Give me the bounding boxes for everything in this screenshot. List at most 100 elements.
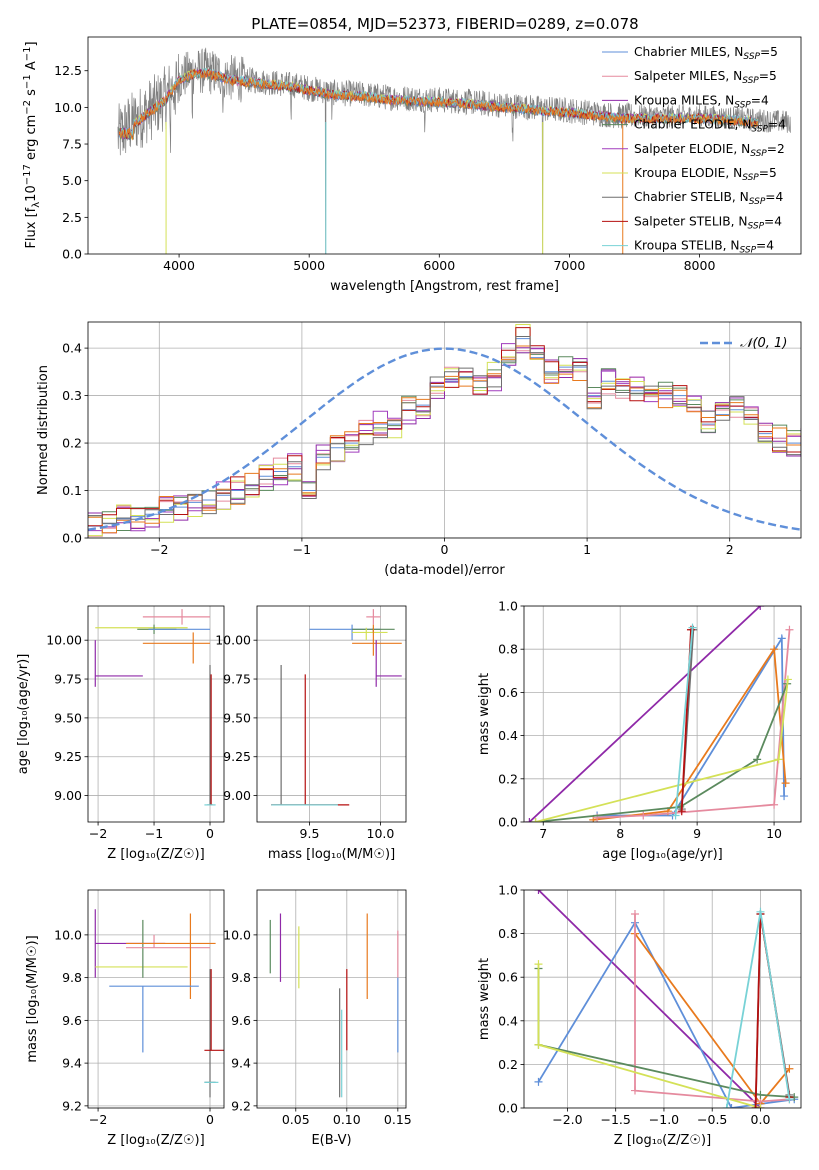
legend-sub: SSP (742, 76, 759, 86)
y-tick-label: 0.6 (498, 970, 518, 985)
x-axis-label: (data-model)/error (384, 563, 505, 578)
y-tick-label: 10.00 (46, 633, 82, 648)
axes-border (523, 889, 802, 1109)
weight-line-kroupa-miles (537, 890, 762, 1108)
x-tick-label: 0.15 (384, 1112, 412, 1127)
x-tick-label: 5000 (293, 258, 325, 273)
y-tick-label: 10.0 (54, 927, 82, 942)
legend-label: Chabrier STELIB, N (634, 190, 749, 204)
y-tick-label: 10.0 (223, 927, 251, 942)
weight-marker (785, 625, 794, 634)
weight-marker (727, 1104, 736, 1108)
histogram-step-kroupa-elodie (88, 324, 801, 537)
legend-entry: Chabrier ELODIE, NSSP=4 (634, 118, 786, 135)
legend-label: Salpeter ELODIE, N (634, 142, 750, 156)
legend-value: =4 (765, 190, 783, 204)
x-tick-label: 2 (726, 542, 734, 557)
plot-area (88, 606, 224, 822)
plot-area (88, 322, 801, 538)
y-tick-label: 0.0 (62, 247, 82, 262)
y-tick-label: 0.1 (62, 483, 82, 498)
grid (257, 890, 406, 1108)
y-tick-label: 0.4 (498, 1013, 518, 1028)
weight-marker (751, 1104, 760, 1108)
axes-border (256, 889, 407, 1109)
weight-marker (688, 623, 697, 632)
weight-marker (780, 792, 789, 801)
y-tick-label: 9.4 (62, 1056, 82, 1071)
figure-title: PLATE=0854, MJD=52373, FIBERID=0289, z=0… (251, 15, 638, 33)
y-tick-label: 0.0 (62, 531, 82, 546)
y-tick-label: 9.4 (231, 1056, 251, 1071)
y-label-part: −1 (22, 74, 33, 89)
x-tick-label: 10.0 (367, 826, 395, 841)
grid (257, 606, 406, 822)
y-label-part: Flux [f (24, 207, 39, 248)
weight-marker (534, 1077, 543, 1086)
axes-border (523, 605, 802, 823)
y-tick-label: 9.75 (54, 672, 82, 687)
y-tick-label: 0.4 (62, 341, 82, 356)
legend-entry: Salpeter STELIB, NSSP=4 (634, 214, 782, 231)
y-tick-label: 9.50 (223, 710, 251, 725)
y-tick-label: 9.75 (223, 672, 251, 687)
weight-marker (781, 779, 790, 788)
mass-vs-ebv-panel: 0.05 0.10 0.15 9.2 9.4 9.6 9.8 10.0 E(B-V) (223, 889, 412, 1148)
y-label-part: −1 (22, 47, 33, 62)
legend-label: Salpeter STELIB, N (634, 214, 747, 228)
y-tick-label: 0.3 (62, 388, 82, 403)
y-tick-label: 0.0 (498, 1101, 518, 1116)
y-tick-label: 0.2 (498, 1057, 518, 1072)
mass-vs-metallicity-panel: −2 0 9.2 9.4 9.6 9.8 10.0 Z [log₁₀(Z/Z☉)] mass [… (25, 889, 225, 1148)
y-tick-label: 2.5 (62, 210, 82, 225)
y-label-part: −2 (22, 100, 33, 115)
weight-line-kroupa-elodie (535, 679, 789, 822)
y-tick-label: 0.8 (498, 642, 518, 657)
weight-marker (677, 807, 686, 816)
y-tick-label: 9.6 (62, 1013, 82, 1028)
plot-area (524, 606, 801, 822)
plot-area (257, 890, 406, 1108)
weight-marker (671, 811, 680, 820)
y-tick-label: 0.6 (498, 685, 518, 700)
y-tick-label: 9.6 (231, 1013, 251, 1028)
weight-marker (785, 1064, 794, 1073)
grid (88, 606, 224, 822)
x-tick-label: 8 (616, 826, 624, 841)
legend-entry: Chabrier STELIB, NSSP=4 (634, 190, 783, 207)
weight-line-chabrier-elodie (535, 683, 789, 822)
axes-border (87, 605, 225, 823)
x-tick-label: 9.5 (300, 826, 320, 841)
x-tick-label: 0 (206, 826, 214, 841)
y-tick-label: 10.00 (215, 633, 251, 648)
legend-label-gaussian: 𝒩(0, 1) (740, 336, 787, 351)
weight-line-kroupa-elodie (537, 964, 761, 1108)
legend-sub: SSP (743, 52, 760, 62)
x-tick-label: 0 (206, 1112, 214, 1127)
y-tick-label: 0.2 (498, 771, 518, 786)
y-axis-label: mass weight (477, 958, 492, 1040)
x-tick-label: −1 (293, 542, 311, 557)
weight-marker (783, 675, 792, 684)
weight-marker (770, 800, 779, 809)
x-axis-label: mass [log₁₀(M/M☉)] (268, 847, 395, 862)
weight-marker (534, 1040, 543, 1049)
y-tick-label: 9.00 (223, 788, 251, 803)
weight-line-kroupa-miles (528, 606, 761, 822)
weight-marker (722, 1104, 731, 1108)
x-tick-label: 0.10 (333, 1112, 361, 1127)
y-tick-label: 7.5 (62, 137, 82, 152)
weight-marker (525, 818, 534, 822)
legend-label: Kroupa STELIB, N (634, 239, 740, 253)
plot-area (117, 47, 791, 254)
y-tick-label: 1.0 (498, 599, 518, 614)
weight-marker (774, 755, 783, 764)
y-label-part: s (24, 89, 39, 100)
legend-entry: Kroupa STELIB, NSSP=4 (634, 239, 774, 256)
y-tick-label: 0.0 (498, 815, 518, 830)
residual-histogram-panel: −2 −1 0 1 2 0.0 0.1 0.2 0.3 0.4 (data-model)/error… (36, 321, 802, 578)
x-tick-label: 0 (441, 542, 449, 557)
plot-area (524, 890, 801, 1108)
y-tick-label: 9.8 (62, 970, 82, 985)
